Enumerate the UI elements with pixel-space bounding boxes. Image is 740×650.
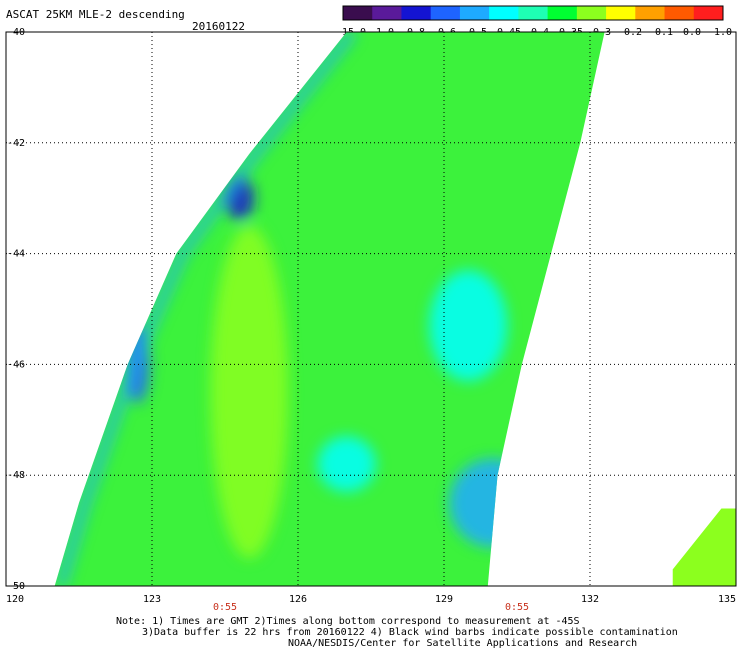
colorbar-segment (343, 6, 373, 20)
y-tick-label: -42 (7, 138, 25, 149)
x-tick-label: 120 (6, 594, 24, 605)
adjacent-swath-patch (672, 508, 736, 586)
swath-background (54, 32, 605, 586)
colorbar-segment (693, 6, 724, 20)
colorbar-segment (576, 6, 607, 20)
swath-region (210, 225, 289, 559)
y-tick-label: -46 (7, 359, 25, 370)
colorbar-segment (664, 6, 695, 20)
x-tick-label: 123 (143, 594, 161, 605)
x-tick-label: 135 (718, 594, 736, 605)
colorbar-segment (430, 6, 461, 20)
colorbar-segment (489, 6, 519, 20)
swath-edge-band (178, 150, 260, 257)
x-tick-label: 129 (435, 594, 453, 605)
colorbar-segment (459, 6, 490, 20)
swath-edge-band (80, 362, 139, 505)
x-tick-label: 132 (581, 594, 599, 605)
swath-region (448, 458, 537, 548)
plot-frame (5, 31, 737, 587)
y-tick-label: -40 (7, 27, 25, 38)
swath-region (429, 270, 508, 382)
grid-lines (6, 32, 736, 586)
colorbar-segment (547, 6, 578, 20)
colorbar-segment (635, 6, 666, 20)
colorbar-segment (518, 6, 549, 20)
data-swath (54, 32, 736, 586)
swath-edge-band (129, 251, 187, 367)
footer-note-line1: Note: 1) Times are GMT 2)Times along bot… (116, 616, 580, 627)
colorbar-frame (342, 5, 724, 21)
footer-credit: NOAA/NESDIS/Center for Satellite Applica… (288, 638, 638, 649)
y-tick-label: -50 (7, 581, 25, 592)
colorbar-segment (372, 6, 402, 20)
footer-note-line2: 3)Data buffer is 22 hrs from 20160122 4)… (142, 627, 678, 638)
y-tick-label: -48 (7, 470, 25, 481)
time-label: 0:55 (505, 602, 529, 613)
y-tick-label: -44 (7, 249, 25, 260)
chart-date: 20160122 (192, 20, 245, 33)
swath-edge-band (251, 32, 357, 158)
x-tick-label: 126 (289, 594, 307, 605)
colorbar-segment (606, 6, 636, 20)
colorbar-segment (401, 6, 432, 20)
swath-edge-band (55, 501, 90, 586)
swath-region (512, 469, 532, 526)
chart-title: ASCAT 25KM MLE-2 descending (6, 8, 185, 21)
axis-ticks: -40 -42 -44 -46 -48 -50 120 123 126 129 132 135 0:55… (6, 27, 736, 613)
swath-region (317, 436, 376, 492)
time-label: 0:55 (213, 602, 237, 613)
